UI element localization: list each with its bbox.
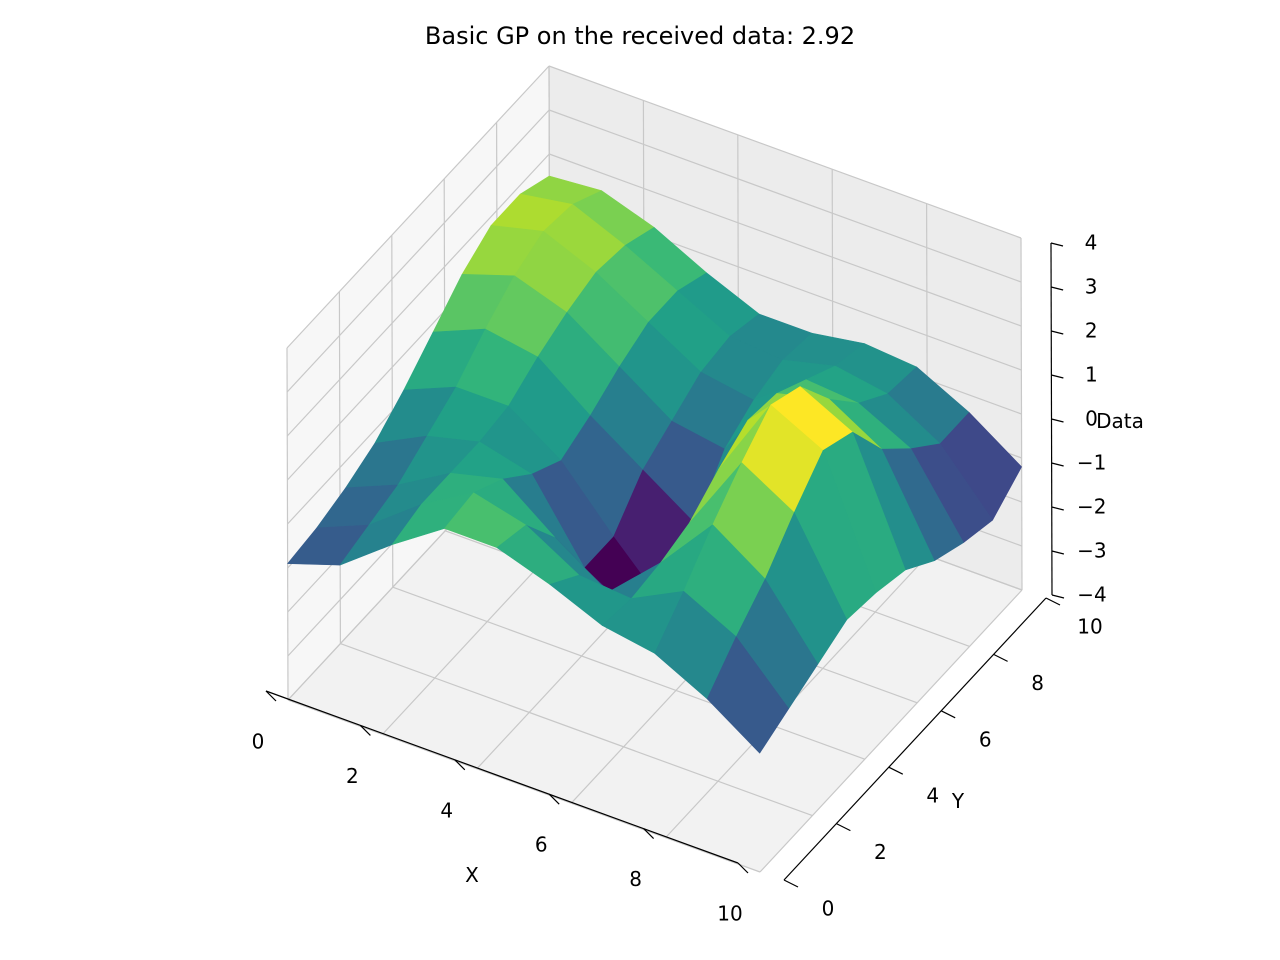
x-tick-mark [265,690,277,702]
y-tick-mark [1045,597,1061,606]
z-axis-label: Data [1096,409,1144,433]
z-tick-label: −4 [1077,583,1106,607]
y-tick-label: 6 [979,727,992,751]
y-tick-mark [836,823,851,832]
x-tick-mark [737,862,749,874]
x-tick-label: 8 [629,867,642,891]
z-tick-mark [1051,550,1065,555]
y-tick-label: 8 [1031,671,1044,695]
x-tick-mark [359,724,371,736]
chart-title: Basic GP on the received data: 2.92 [425,22,855,50]
z-tick-mark [1050,242,1064,247]
z-tick-label: −3 [1077,539,1106,563]
z-tick-label: −2 [1077,495,1106,519]
surface-mesh [287,175,1022,754]
y-tick-label: 4 [926,784,939,808]
tick-labels: 0 2 4 6 8 10 0 2 4 6 8 10 −4 −3 −2 −1 0 1 2 3 4 [252,231,1107,926]
x-tick-mark [454,759,466,771]
y-tick-label: 10 [1077,615,1102,639]
y-tick-label: 0 [822,897,835,921]
x-tick-label: 0 [252,730,265,754]
z-tick-mark [1051,330,1064,335]
x-grid-floor [759,589,1023,873]
y-axis-label: Y [951,789,965,813]
x-tick-label: 6 [535,833,548,857]
z-grid-left [286,153,550,437]
surface-face [706,636,790,754]
y-tick-label: 2 [874,840,887,864]
axis-lines [265,242,1065,888]
z-tick-mark [1050,286,1064,291]
x-axis-line [265,690,739,864]
z-tick-label: 0 [1085,407,1098,431]
z-tick-mark [1051,462,1064,467]
z-grid-left [286,109,550,393]
x-tick-label: 4 [440,798,453,822]
z-tick-mark [1051,506,1064,511]
z-tick-mark [1051,594,1065,599]
z-tick-mark [1051,418,1064,423]
z-tick-label: −1 [1077,451,1106,475]
y-tick-mark [783,879,799,888]
z-tick-label: 3 [1085,275,1098,299]
y-tick-mark [940,710,956,719]
z-grid-left [286,65,550,349]
z-tick-label: 1 [1085,363,1098,387]
y-grid-floor [287,699,761,873]
x-tick-label: 2 [346,764,359,788]
y-tick-mark [888,766,904,775]
x-tick-label: 10 [717,902,742,926]
z-grid-back [549,153,1022,327]
z-tick-label: 4 [1085,231,1098,255]
y-grid-floor [392,586,866,760]
x-tick-mark [548,793,560,805]
z-grid-back [548,65,1022,239]
z-grid-back [548,109,1022,283]
y-tick-mark [993,653,1008,662]
y-axis-line [783,597,1047,881]
z-tick-label: 2 [1085,319,1098,343]
y-grid-floor [340,643,813,817]
x-axis-label: X [465,863,479,887]
x-tick-mark [643,828,655,840]
z-tick-mark [1051,374,1064,379]
